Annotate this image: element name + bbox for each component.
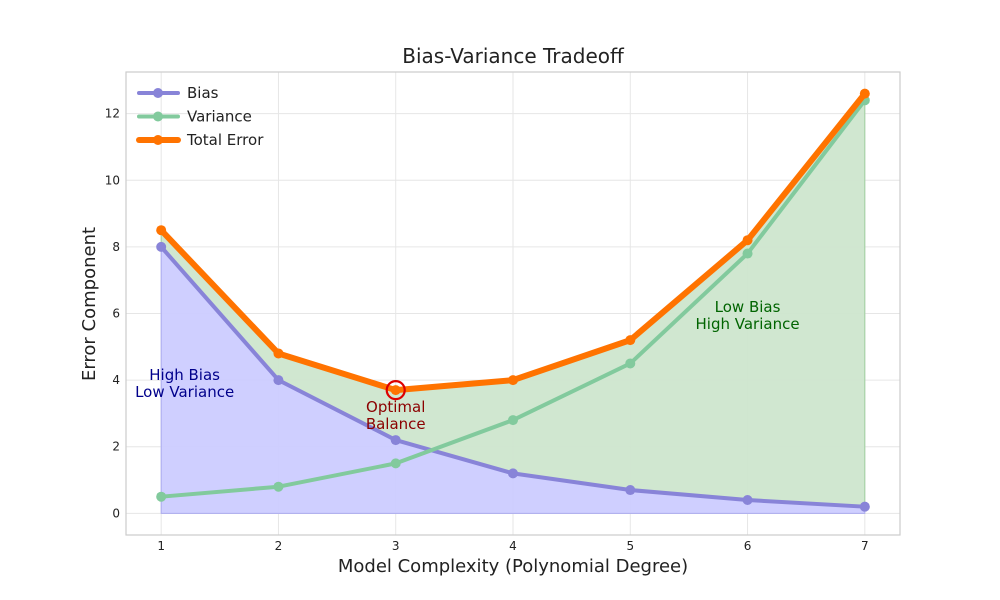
x-tick-label-3: 3 [392,539,400,553]
x-tick-label-7: 7 [861,539,869,553]
annotation-optimal: Optimal Balance [366,398,426,433]
legend-total-error-marker [153,135,163,145]
bias-point-4 [508,468,518,479]
plot-border [125,71,901,536]
total-error-point-5 [625,335,636,346]
bias-point-2 [273,375,284,386]
annotation-low-bias-line-2: High Variance [696,315,800,333]
y-tick-label-8: 8 [112,240,120,254]
total-error-point-1 [156,225,167,236]
y-tick-label-6: 6 [112,306,120,320]
total-error-point-7 [859,88,870,99]
y-tick-label-12: 12 [105,107,120,121]
x-tick-label-5: 5 [626,539,634,553]
legend: Bias Variance Total Error [136,84,264,149]
variance-point-6 [742,248,753,259]
bias-point-1 [156,241,167,252]
total-error-point-2 [273,348,284,359]
total-error-point-3 [390,385,401,396]
chart-title: Bias-Variance Tradeoff [402,44,625,68]
bias-point-3 [390,435,401,446]
variance-point-5 [625,358,636,369]
x-axis-label: Model Complexity (Polynomial Degree) [338,556,688,577]
annotation-high-bias: High Bias Low Variance [135,366,234,401]
bias-point-5 [625,485,636,496]
legend-total-error-label: Total Error [186,131,264,149]
x-tick-label-4: 4 [509,539,517,553]
annotation-low-bias: Low Bias High Variance [696,298,800,333]
legend-bias-label: Bias [187,84,219,102]
optimal-point-marker [385,380,406,401]
x-tick-label-1: 1 [157,539,165,553]
annotation-high-bias-line-1: High Bias [149,366,220,384]
y-tick-label-4: 4 [112,373,120,387]
x-tick-label-6: 6 [744,539,752,553]
y-tick-label-10: 10 [105,173,120,187]
annotation-low-bias-line-1: Low Bias [715,298,781,316]
bias-point-7 [859,501,870,512]
variance-point-3 [390,458,401,469]
variance-point-1 [156,491,167,502]
bias-point-6 [742,495,753,506]
total-error-point-6 [742,235,753,246]
legend-bias-marker [153,88,163,98]
y-tick-label-2: 2 [112,440,120,454]
x-tick-label-2: 2 [275,539,283,553]
variance-point-4 [508,415,518,426]
annotation-high-bias-line-2: Low Variance [135,383,234,401]
annotation-optimal-line-2: Balance [366,415,426,433]
y-tick-label-0: 0 [112,506,120,520]
variance-point-2 [273,481,284,492]
legend-variance-marker [153,111,163,122]
total-error-point-4 [508,375,518,386]
annotation-optimal-line-1: Optimal [366,398,425,416]
legend-variance-label: Variance [187,108,252,126]
y-axis-label: Error Component [79,227,100,381]
